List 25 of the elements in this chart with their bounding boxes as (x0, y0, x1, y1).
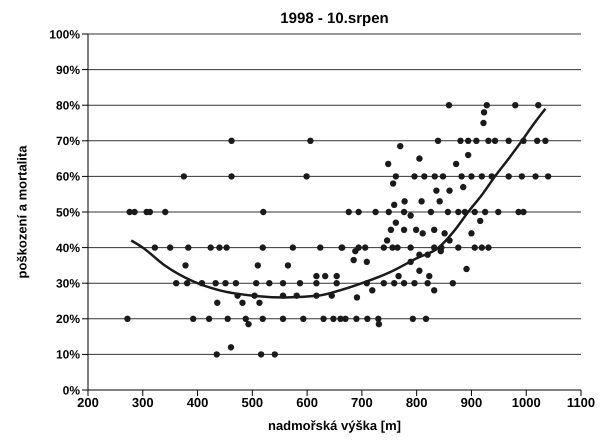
x-tick-label: 900 (460, 395, 482, 410)
y-tick-label: 60% (56, 170, 80, 184)
x-tick-label: 600 (296, 395, 318, 410)
y-tick-label: 30% (56, 276, 80, 290)
chart-title: 1998 - 10.srpen (280, 10, 389, 27)
x-tick-label: 400 (186, 395, 208, 410)
y-tick-label: 10% (56, 348, 80, 362)
y-tick-label: 0% (62, 383, 80, 398)
y-tick-label: 100% (49, 27, 80, 42)
y-tick-label: 20% (56, 312, 80, 326)
x-tick-label: 300 (132, 395, 154, 410)
x-tick-label: 1100 (566, 395, 596, 410)
line-series (130, 108, 547, 299)
x-tick-label: 800 (406, 395, 428, 410)
x-axis-title: nadmořská výška [m] (268, 418, 401, 433)
x-tick-label: 200 (77, 395, 99, 410)
x-tick-label: 1000 (512, 395, 541, 410)
y-tick-label: 80% (56, 98, 80, 112)
y-tick-label: 40% (56, 240, 80, 255)
x-tick-label: 700 (351, 395, 373, 410)
y-tick-label: 50% (56, 205, 80, 220)
x-tick-label: 500 (241, 395, 264, 410)
y-axis-title: poškození a mortalita (14, 144, 30, 278)
y-tick-label: 70% (56, 134, 80, 148)
y-tick-label: 90% (56, 62, 80, 77)
